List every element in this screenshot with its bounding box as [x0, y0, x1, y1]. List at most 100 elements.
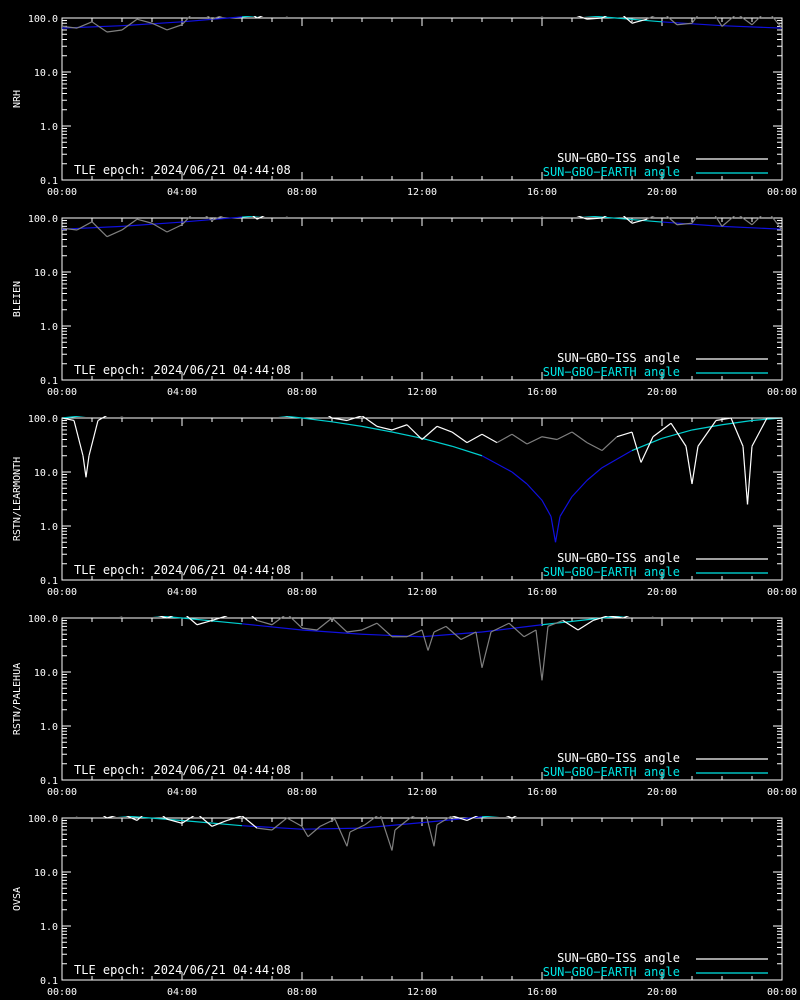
earth-angle-segment	[542, 808, 602, 811]
earth-angle-segment	[121, 221, 183, 227]
iss-angle-segment	[362, 6, 377, 9]
iss-angle-segment	[119, 616, 122, 617]
earth-angle-segment	[550, 516, 557, 543]
iss-angle-segment	[466, 433, 483, 444]
iss-angle-segment	[475, 631, 483, 668]
iss-angle-segment	[665, 216, 678, 226]
iss-angle-segment	[542, 808, 557, 813]
iss-angle-segment	[162, 816, 168, 820]
iss-angle-segment	[460, 631, 477, 641]
x-tick-label: 00:00	[767, 987, 797, 998]
iss-angle-segment	[540, 216, 542, 217]
iss-angle-segment	[557, 12, 572, 14]
iss-angle-segment	[631, 431, 642, 463]
iss-angle-segment	[451, 816, 468, 822]
earth-angle-segment	[181, 216, 243, 223]
iss-angle-segment	[88, 420, 99, 456]
iss-angle-segment	[253, 16, 258, 19]
iss-angle-segment	[622, 616, 630, 619]
iss-angle-segment	[586, 217, 603, 220]
iss-angle-segment	[482, 812, 497, 814]
iss-angle-segment	[481, 631, 492, 668]
iss-angle-segment	[361, 622, 378, 631]
iss-angle-segment	[572, 807, 587, 810]
iss-angle-segment	[527, 808, 542, 810]
iss-angle-segment	[691, 216, 699, 224]
iss-angle-segment	[721, 16, 736, 27]
earth-angle-segment	[722, 607, 782, 609]
x-tick-label: 12:00	[407, 987, 437, 998]
iss-angle-segment	[82, 455, 87, 478]
iss-angle-segment	[677, 804, 692, 808]
earth-angle-segment	[481, 816, 500, 818]
iss-angle-segment	[676, 22, 693, 26]
iss-angle-segment	[206, 16, 213, 20]
iss-angle-segment	[85, 455, 90, 478]
iss-angle-segment	[433, 824, 438, 847]
iss-angle-segment	[205, 216, 213, 221]
iss-angle-segment	[62, 227, 78, 231]
y-tick-label: 10.0	[34, 868, 58, 879]
iss-angle-segment	[651, 616, 653, 617]
x-tick-label: 00:00	[767, 587, 797, 598]
earth-angle-segment	[691, 424, 723, 431]
plot-area	[62, 407, 782, 543]
iss-angle-segment	[212, 410, 227, 412]
iss-angle-segment	[226, 816, 243, 822]
earth-angle-segment	[301, 827, 363, 830]
iss-angle-segment	[301, 627, 318, 631]
iss-angle-segment	[771, 16, 782, 29]
iss-angle-segment	[62, 417, 75, 422]
iss-angle-segment	[707, 806, 722, 807]
iss-angle-segment	[511, 816, 518, 819]
iss-angle-segment	[97, 416, 108, 421]
tle-epoch-label: TLE epoch: 2024/06/21 04:44:08	[74, 763, 291, 777]
earth-angle-segment	[554, 516, 561, 543]
x-tick-label: 12:00	[407, 587, 437, 598]
iss-angle-segment	[92, 607, 107, 614]
iss-angle-segment	[640, 436, 654, 463]
earth-angle-segment	[721, 25, 782, 29]
iss-angle-segment	[75, 816, 77, 817]
iss-angle-segment	[136, 18, 153, 24]
iss-angle-segment	[739, 216, 753, 226]
iss-angle-segment	[742, 446, 749, 505]
iss-angle-segment	[631, 18, 648, 24]
earth-angle-segment	[721, 225, 782, 230]
iss-angle-segment	[422, 8, 437, 9]
iss-angle-segment	[62, 25, 78, 29]
iss-angle-segment	[334, 818, 348, 847]
earth-angle-segment	[121, 816, 183, 822]
iss-angle-segment	[751, 417, 768, 447]
earth-angle-segment	[62, 416, 86, 419]
earth-angle-segment	[422, 7, 482, 9]
iss-angle-segment	[91, 21, 108, 33]
earth-angle-segment	[421, 437, 453, 447]
iss-angle-segment	[157, 616, 168, 619]
iss-angle-segment	[482, 9, 497, 12]
iss-angle-segment	[739, 16, 753, 26]
x-tick-label: 16:00	[527, 987, 557, 998]
iss-angle-segment	[631, 218, 648, 224]
earth-angle-segment	[662, 806, 722, 807]
earth-angle-segment	[571, 479, 588, 498]
iss-angle-segment	[541, 436, 558, 441]
iss-angle-segment	[670, 422, 687, 447]
iss-angle-segment	[714, 16, 723, 27]
iss-angle-segment	[271, 616, 285, 626]
earth-angle-segment	[482, 8, 542, 12]
iss-angle-segment	[166, 818, 183, 824]
iss-angle-segment	[362, 206, 377, 209]
iss-angle-segment	[76, 221, 93, 231]
iss-angle-segment	[556, 431, 573, 441]
iss-angle-segment	[197, 407, 212, 410]
iss-angle-segment	[466, 816, 479, 822]
earth-angle-segment	[559, 496, 573, 517]
iss-angle-segment	[227, 7, 242, 14]
iss-angle-segment	[601, 16, 608, 19]
iss-angle-segment	[737, 804, 752, 810]
legend-label: SUN−GBO−ISS angle	[557, 551, 680, 565]
iss-angle-segment	[77, 816, 78, 817]
legend-label: SUN−GBO−ISS angle	[557, 351, 680, 365]
iss-angle-segment	[576, 16, 588, 20]
